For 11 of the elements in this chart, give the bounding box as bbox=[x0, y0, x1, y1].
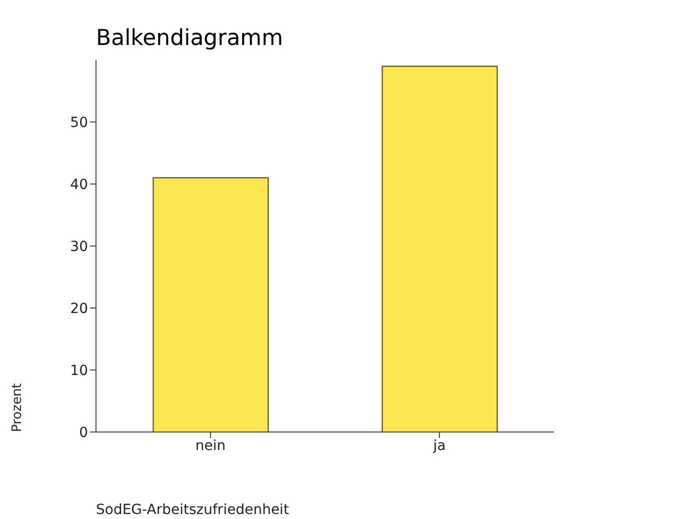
y-tick-label: 30 bbox=[70, 238, 88, 255]
y-tick-label: 10 bbox=[70, 362, 88, 379]
y-tick-label: 50 bbox=[70, 114, 88, 131]
y-tick-label: 40 bbox=[70, 176, 88, 193]
x-axis-title: SodEG-Arbeitszufriedenheit bbox=[96, 502, 289, 518]
x-tick-label: nein bbox=[195, 438, 226, 454]
y-axis-title: Prozent bbox=[10, 383, 25, 432]
y-tick-label: 20 bbox=[70, 300, 88, 317]
y-tick-label: 0 bbox=[79, 424, 88, 441]
chart-title: Balkendiagramm bbox=[96, 26, 284, 51]
x-tick-label: ja bbox=[432, 438, 446, 454]
